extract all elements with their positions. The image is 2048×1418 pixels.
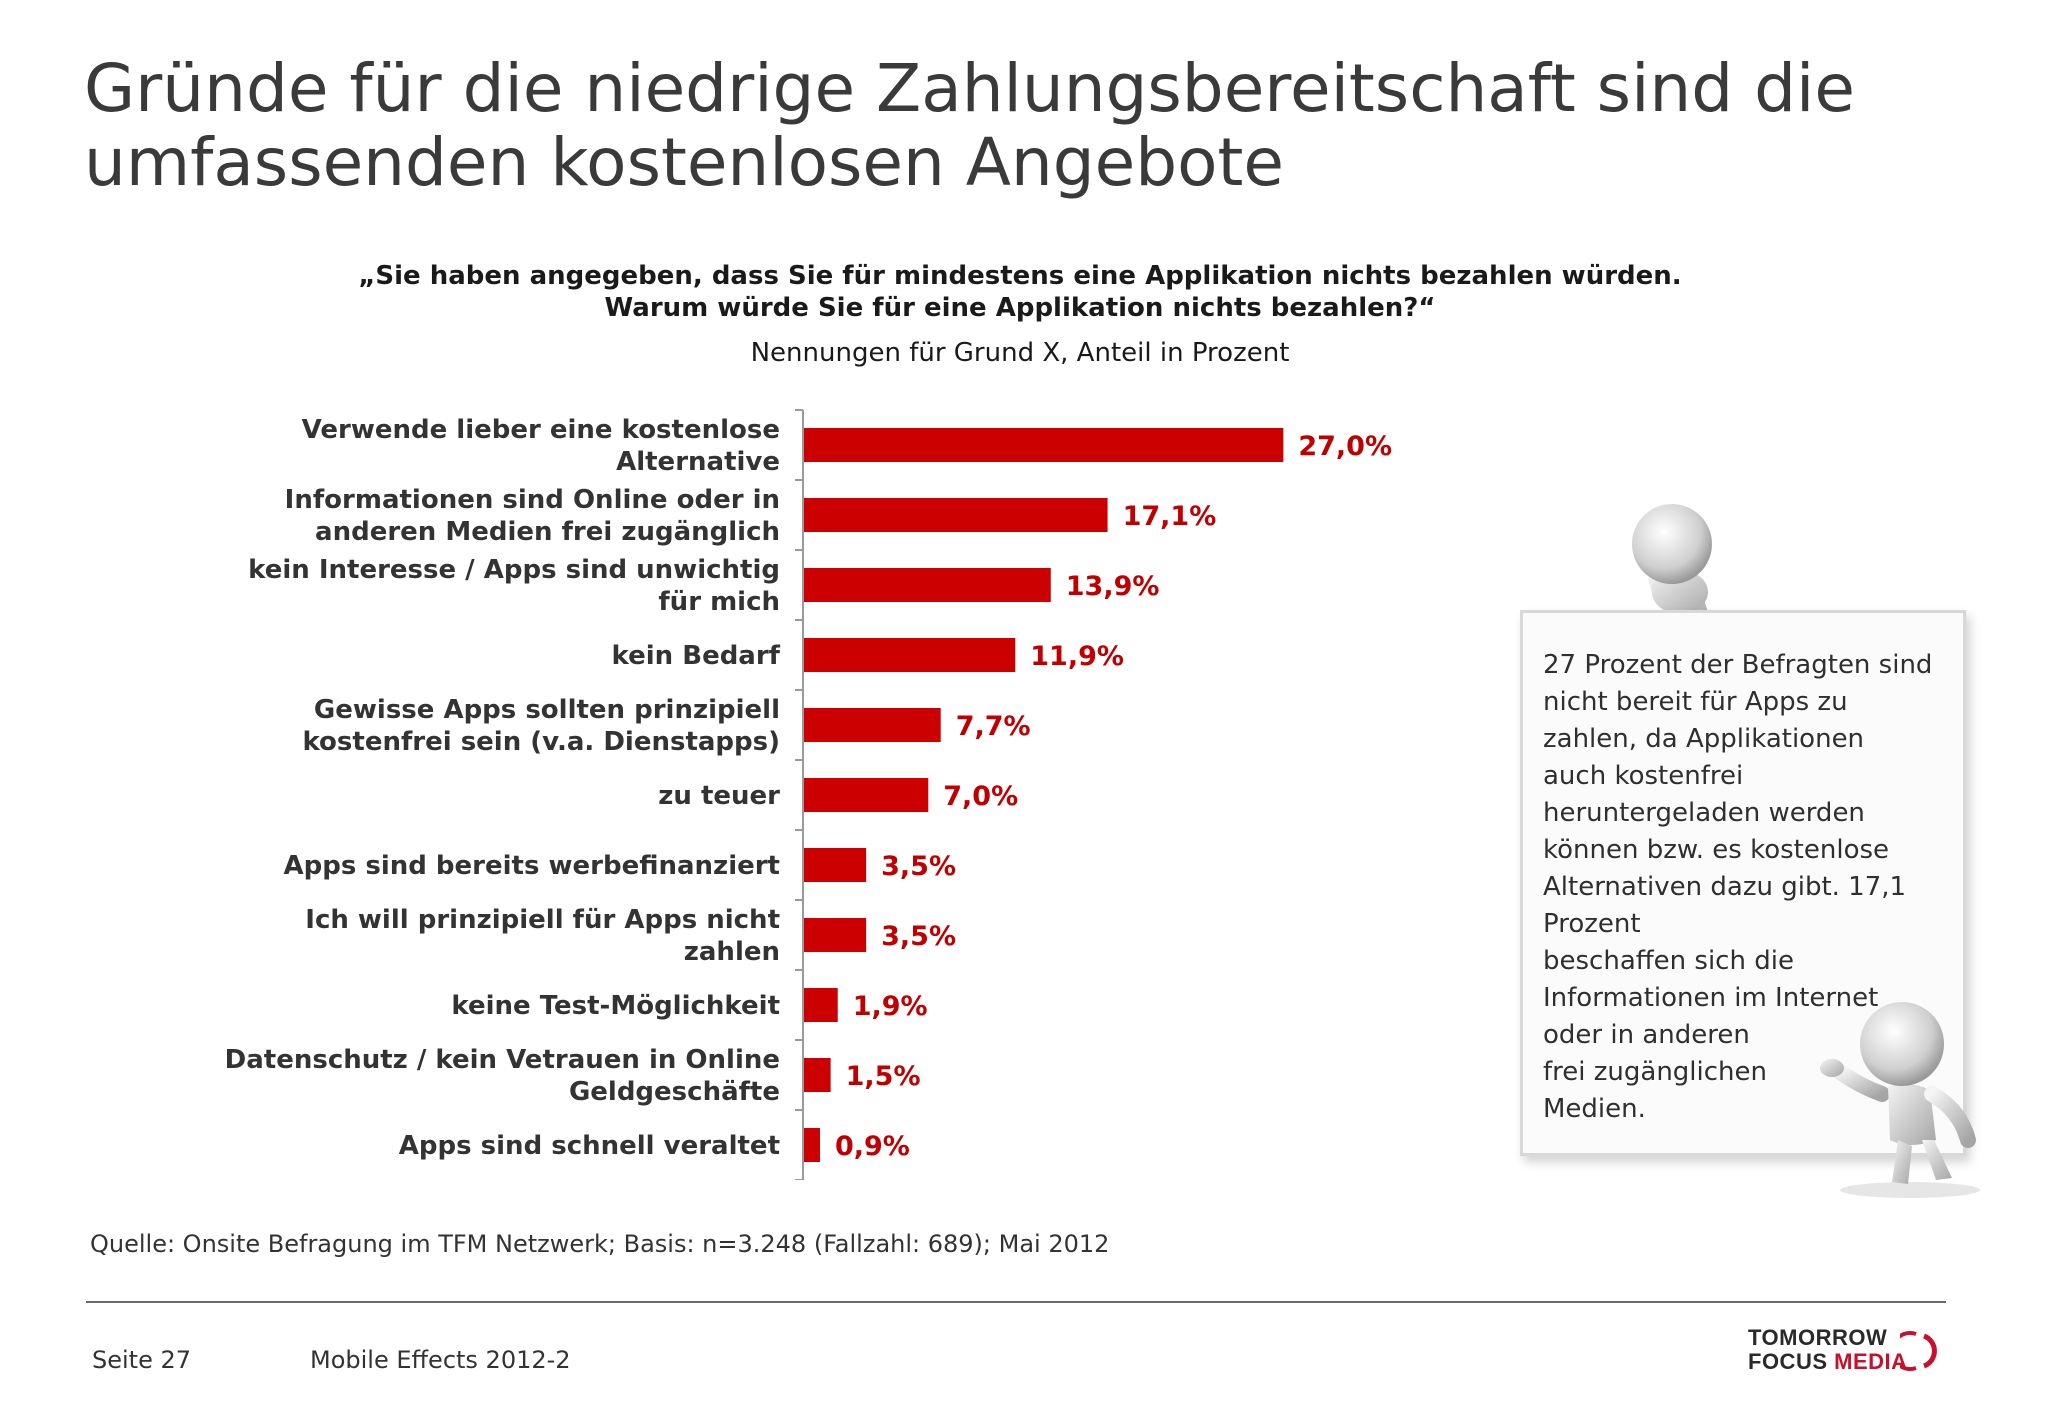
info-note-board: 27 Prozent der Befragten sind nicht bere… xyxy=(1520,610,1966,1156)
bar xyxy=(804,428,1284,462)
category-label: kein Bedarf xyxy=(612,641,781,671)
category-label: zahlen xyxy=(684,937,780,967)
bar xyxy=(804,708,941,742)
bar xyxy=(804,1058,831,1092)
info-note-text: 27 Prozent der Befragten sind nicht bere… xyxy=(1543,650,1933,1124)
category-label: zu teuer xyxy=(658,781,780,811)
bar xyxy=(804,498,1108,532)
category-label: Ich will prinzipiell für Apps nicht xyxy=(305,905,780,935)
bar-chart: 27,0% Verwende lieber eine kostenloseAlte… xyxy=(225,409,1392,1180)
category-label: Gewisse Apps sollten prinzipiell xyxy=(314,695,780,725)
company-logo: TOMORROW FOCUS MEDIA xyxy=(1748,1322,1948,1378)
category-label: Alternative xyxy=(616,447,780,477)
page-title-line-1: Gründe für die niedrige Zahlungsbereitsc… xyxy=(84,50,1855,127)
source-note: Quelle: Onsite Befragung im TFM Netzwerk… xyxy=(90,1230,1110,1258)
data-label: 7,0% xyxy=(943,781,1018,812)
figure-bottom-illustration xyxy=(1820,1002,1980,1198)
logo-word-media: MEDIA xyxy=(1834,1349,1908,1374)
category-label: Verwende lieber eine kostenlose xyxy=(302,415,780,445)
data-label: 1,5% xyxy=(846,1061,921,1092)
bar xyxy=(804,568,1051,602)
logo-line-1: TOMORROW xyxy=(1748,1325,1888,1350)
page-title-line-2: umfassenden kostenlosen Angebote xyxy=(84,124,1285,201)
survey-question-line-1: „Sie haben angegeben, dass Sie für minde… xyxy=(358,261,1682,291)
category-label: kein Interesse / Apps sind unwichtig xyxy=(248,555,780,585)
category-label: keine Test-Möglichkeit xyxy=(451,991,780,1021)
category-label: Apps sind bereits werbefinanziert xyxy=(284,851,781,881)
bar xyxy=(804,778,929,812)
bar xyxy=(804,918,867,952)
bar xyxy=(804,988,838,1022)
data-label: 1,9% xyxy=(853,991,928,1022)
logo-word-focus: FOCUS xyxy=(1748,1349,1835,1374)
category-label: Informationen sind Online oder in xyxy=(285,485,780,515)
category-label: kostenfrei sein (v.a. Dienstapps) xyxy=(302,727,780,757)
data-label: 13,9% xyxy=(1066,571,1160,602)
bar xyxy=(804,848,867,882)
logo-arc-icon xyxy=(1900,1331,1937,1371)
data-label: 3,5% xyxy=(881,921,956,952)
footer-divider xyxy=(86,1301,1946,1303)
category-label: Apps sind schnell veraltet xyxy=(399,1131,780,1161)
category-label: anderen Medien frei zugänglich xyxy=(315,517,780,547)
bar xyxy=(804,1128,820,1162)
category-label: Datenschutz / kein Vetrauen in Online xyxy=(225,1045,780,1075)
page-title: Gründe für die niedrige Zahlungsbereitsc… xyxy=(84,52,1984,200)
survey-question: „Sie haben angegeben, dass Sie für minde… xyxy=(300,260,1740,324)
data-label: 11,9% xyxy=(1030,641,1124,672)
document-name: Mobile Effects 2012-2 xyxy=(310,1346,571,1374)
data-label: 3,5% xyxy=(881,851,956,882)
page-number: Seite 27 xyxy=(92,1346,192,1374)
data-label: 7,7% xyxy=(956,711,1031,742)
category-label: Geldgeschäfte xyxy=(569,1077,780,1107)
data-label: 17,1% xyxy=(1123,501,1217,532)
logo-line-2: FOCUS MEDIA xyxy=(1748,1350,1908,1374)
bar xyxy=(804,638,1016,672)
category-label: für mich xyxy=(658,587,780,617)
survey-question-line-2: Warum würde Sie für eine Applikation nic… xyxy=(604,293,1436,323)
chart-subtitle: Nennungen für Grund X, Anteil in Prozent xyxy=(750,338,1290,368)
data-label: 27,0% xyxy=(1298,431,1392,462)
data-label: 0,9% xyxy=(835,1131,910,1162)
